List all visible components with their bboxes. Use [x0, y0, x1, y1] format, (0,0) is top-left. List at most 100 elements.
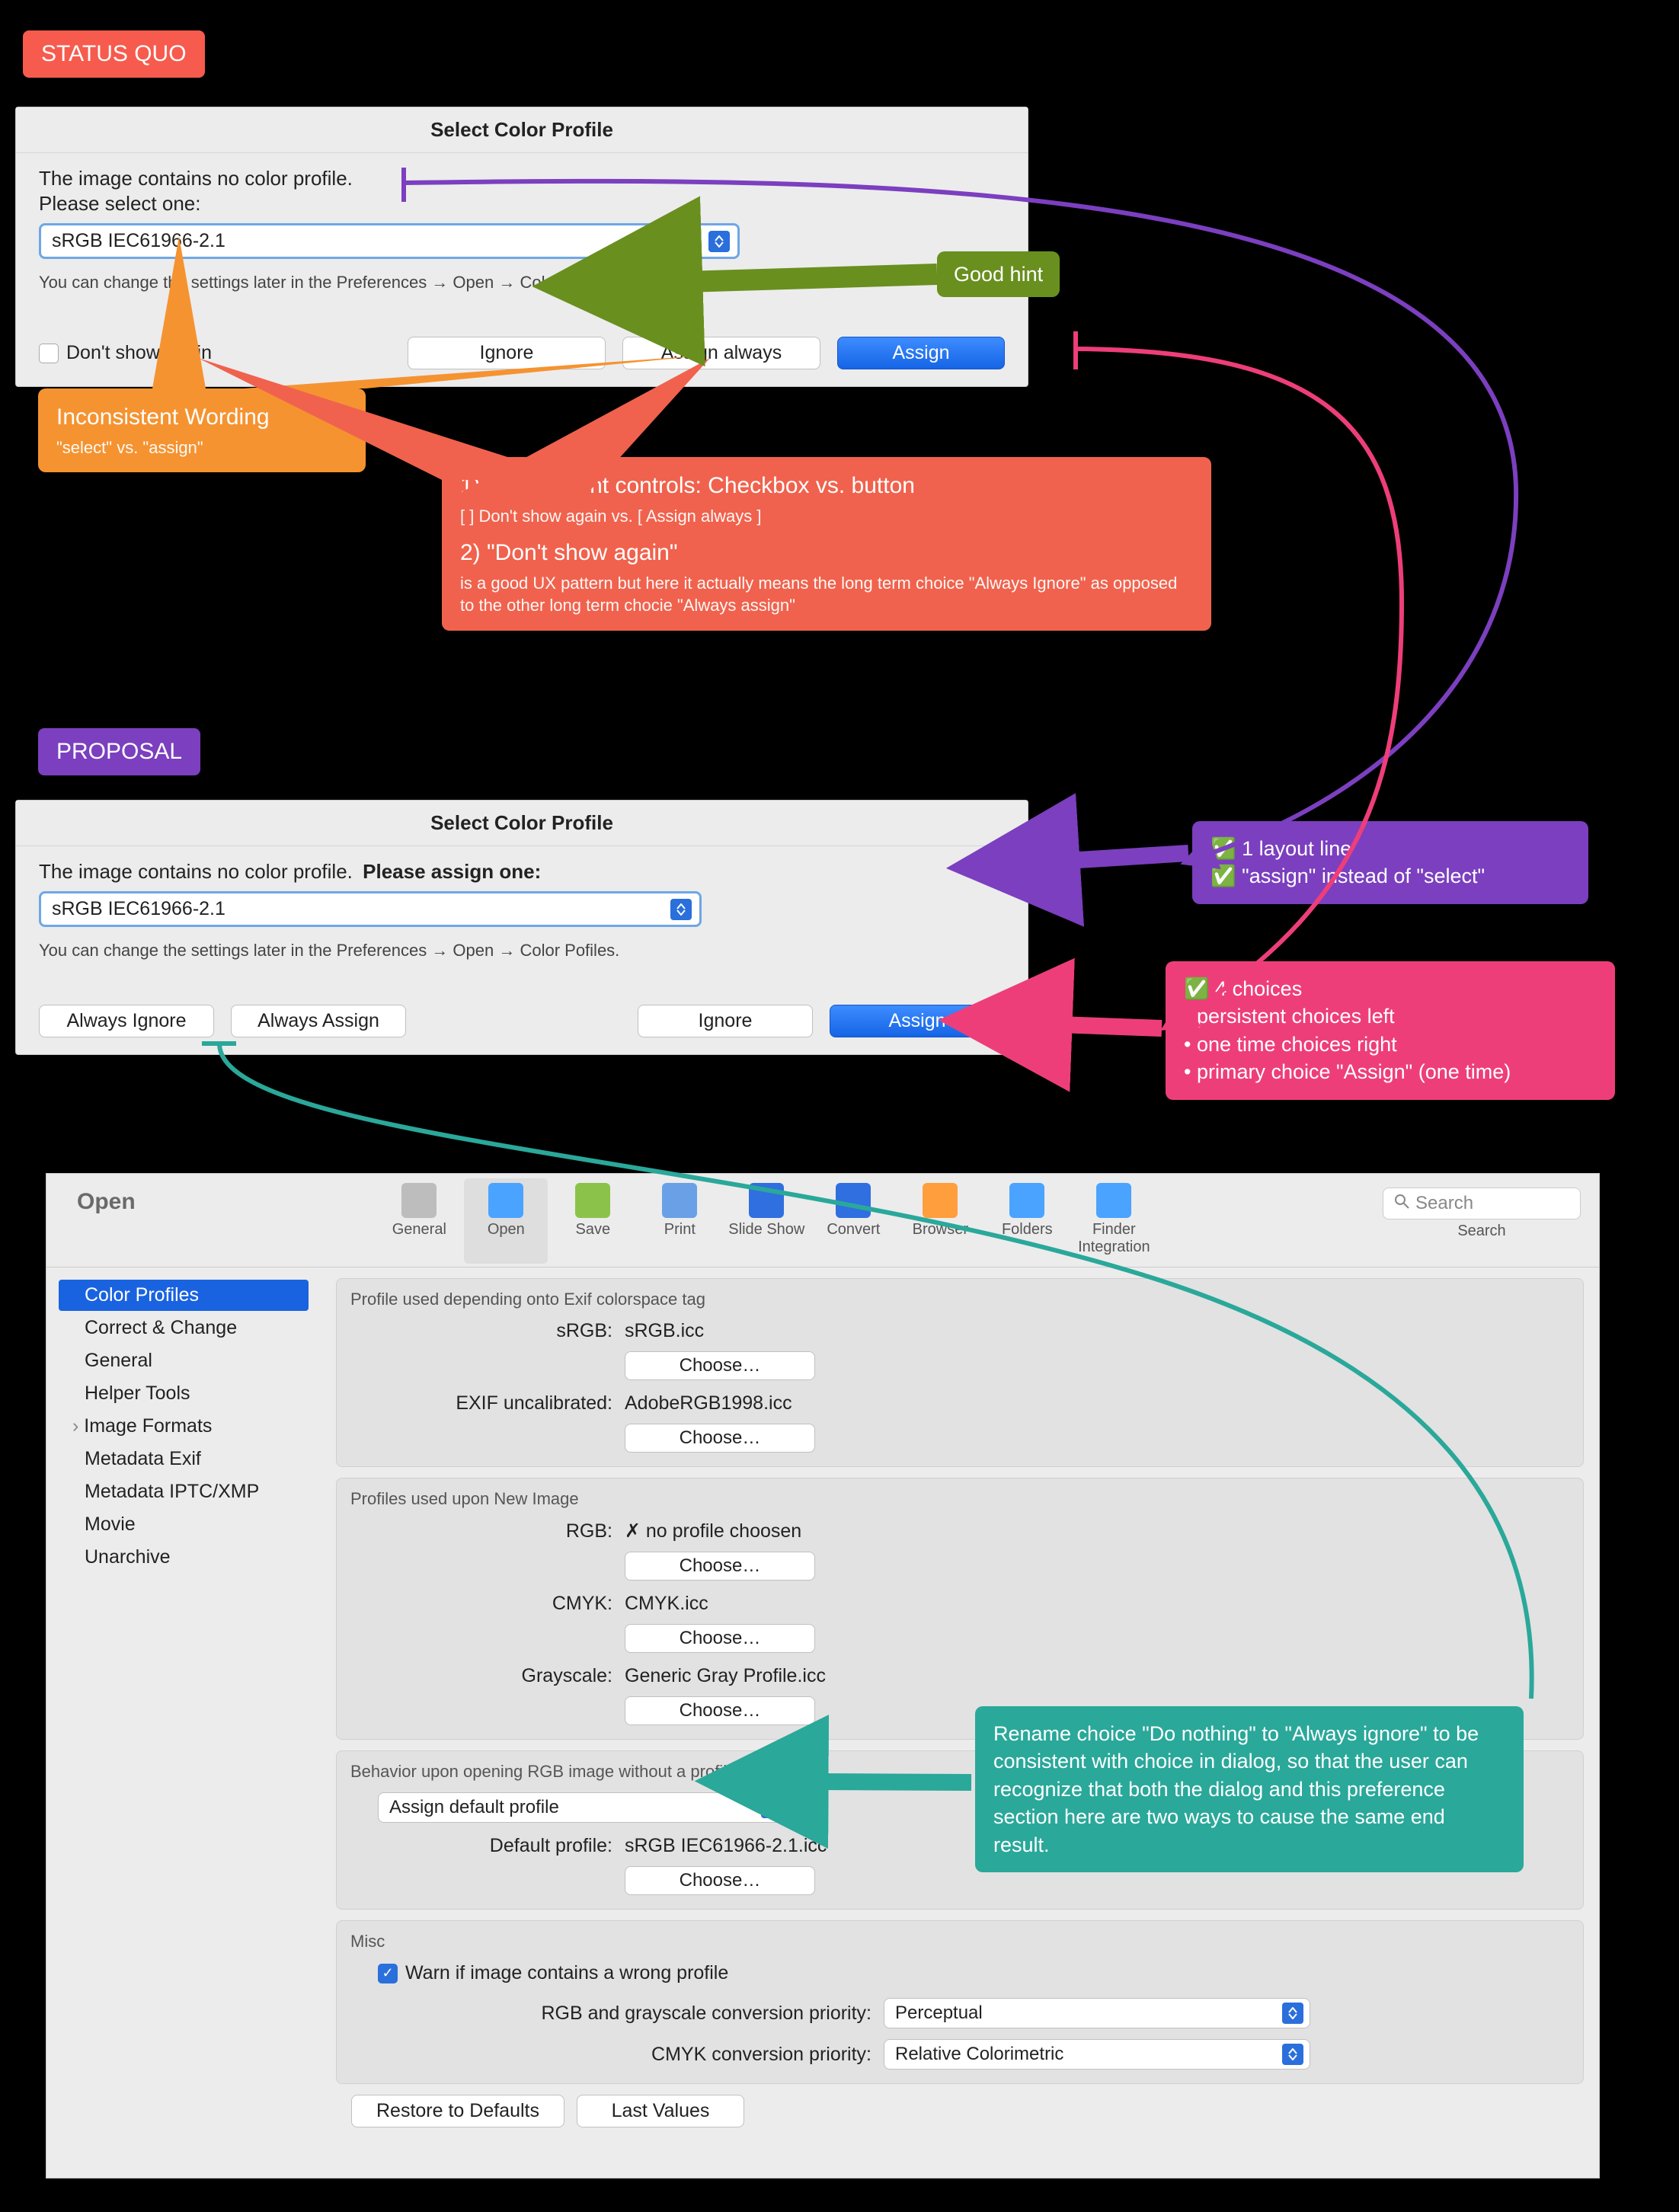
- warn-wrong-profile-checkbox[interactable]: ✓ Warn if image contains a wrong profile: [378, 1962, 728, 1984]
- dialog-text-line2: Please select one:: [39, 192, 1005, 216]
- sidebar-item-image-formats[interactable]: Image Formats: [59, 1411, 309, 1442]
- finder-integration-icon: [1096, 1183, 1131, 1218]
- search-label: Search: [1383, 1223, 1581, 1240]
- dialog-statusquo: Select Color Profile The image contains …: [15, 107, 1028, 387]
- group-title: Profile used depending onto Exif colorsp…: [337, 1279, 1583, 1317]
- cmyk-priority-select[interactable]: Relative Colorimetric: [884, 2039, 1310, 2070]
- toolbar-item-label: Finder Integration: [1073, 1221, 1154, 1256]
- toolbar-item-label: Slide Show: [726, 1221, 807, 1239]
- toolbar-item-convert[interactable]: Convert: [811, 1178, 895, 1264]
- rgb-priority-select[interactable]: Perceptual: [884, 1998, 1310, 2028]
- profile-select[interactable]: sRGB IEC61966-2.1: [39, 891, 702, 927]
- browser-icon: [923, 1183, 958, 1218]
- chevron-updown-icon: [708, 231, 730, 252]
- ignore-button[interactable]: Ignore: [408, 337, 606, 369]
- sidebar-item-metadata-iptc-xmp[interactable]: Metadata IPTC/XMP: [59, 1476, 309, 1507]
- value: AdobeRGB1998.icc: [625, 1392, 792, 1414]
- dialog-text-line1: The image contains no color profile.: [39, 167, 1005, 190]
- last-values-button[interactable]: Last Values: [577, 2095, 744, 2127]
- group-title: Misc: [337, 1921, 1583, 1959]
- choose-button[interactable]: Choose…: [625, 1424, 815, 1453]
- sidebar-item-correct-change[interactable]: Correct & Change: [59, 1312, 309, 1344]
- toolbar-item-finder-integration[interactable]: Finder Integration: [1072, 1178, 1156, 1264]
- prefs-window-title: Open: [46, 1174, 151, 1215]
- checkbox-icon: [39, 344, 59, 363]
- ignore-button[interactable]: Ignore: [638, 1005, 813, 1037]
- chevron-updown-icon: [761, 1797, 782, 1818]
- assign-always-button[interactable]: Assign always: [622, 337, 820, 369]
- choose-button[interactable]: Choose…: [625, 1696, 815, 1725]
- select-value: Perceptual: [895, 2003, 983, 2024]
- search-input[interactable]: Search: [1383, 1188, 1581, 1219]
- callout-inconsistent-controls: 1) Inconsistent controls: Checkbox vs. b…: [442, 457, 1211, 631]
- dialog-title: Select Color Profile: [16, 801, 1028, 846]
- checkbox-icon: ✓: [378, 1964, 398, 1983]
- choose-button[interactable]: Choose…: [625, 1624, 815, 1653]
- profile-select-value: sRGB IEC61966-2.1: [52, 230, 225, 252]
- choose-button[interactable]: Choose…: [625, 1552, 815, 1581]
- assign-button[interactable]: Assign: [837, 337, 1005, 369]
- tag-proposal: PROPOSAL: [38, 728, 200, 775]
- prefs-toolbar: GeneralOpen Save Print Slide Show ConvertBro…: [151, 1174, 1383, 1267]
- group-new-image-profiles: Profiles used upon New Image RGB:✗ no pr…: [336, 1478, 1584, 1740]
- dialog-text-line1: The image contains no color profile.: [39, 860, 353, 883]
- toolbar-item-print[interactable]: Print: [638, 1178, 721, 1264]
- dialog-title: Select Color Profile: [16, 107, 1028, 153]
- toolbar-item-save[interactable]: Save: [551, 1178, 635, 1264]
- assign-button[interactable]: Assign: [830, 1005, 1005, 1037]
- toolbar-item-slide-show[interactable]: Slide Show: [724, 1178, 808, 1264]
- profile-select[interactable]: sRGB IEC61966-2.1: [39, 223, 740, 259]
- tag-statusquo: STATUS QUO: [23, 30, 205, 78]
- search-icon: [1394, 1193, 1409, 1214]
- dialog-proposal: Select Color Profile The image contains …: [15, 800, 1028, 1055]
- sidebar-item-general[interactable]: General: [59, 1345, 309, 1376]
- toolbar-item-label: Print: [639, 1221, 720, 1239]
- save-icon: [575, 1183, 610, 1218]
- toolbar-item-label: Save: [552, 1221, 633, 1239]
- slide-show-icon: [749, 1183, 784, 1218]
- toolbar-item-label: Open: [465, 1221, 546, 1239]
- toolbar-item-open[interactable]: Open: [464, 1178, 548, 1264]
- callout-teal: Rename choice "Do nothing" to "Always ig…: [975, 1706, 1524, 1872]
- label: CMYK conversion priority:: [350, 2044, 884, 2066]
- value: Generic Gray Profile.icc: [625, 1665, 826, 1687]
- chevron-updown-icon: [670, 899, 692, 920]
- sidebar-item-unarchive[interactable]: Unarchive: [59, 1542, 309, 1573]
- label: Grayscale:: [350, 1665, 625, 1687]
- dialog-hint: You can change the settings later in the…: [39, 273, 1005, 292]
- label: RGB:: [350, 1520, 625, 1542]
- choose-button[interactable]: Choose…: [625, 1351, 815, 1380]
- toolbar-item-label: Folders: [987, 1221, 1067, 1239]
- value: sRGB.icc: [625, 1320, 704, 1342]
- sidebar-item-metadata-exif[interactable]: Metadata Exif: [59, 1443, 309, 1475]
- toolbar-item-browser[interactable]: Browser: [898, 1178, 982, 1264]
- choose-button[interactable]: Choose…: [625, 1866, 815, 1895]
- chevron-updown-icon: [1282, 2003, 1303, 2024]
- dont-show-again-checkbox[interactable]: Don't show again: [39, 342, 212, 364]
- label: sRGB:: [350, 1320, 625, 1342]
- group-exif-colorspace: Profile used depending onto Exif colorsp…: [336, 1278, 1584, 1467]
- dialog-hint: You can change the settings later in the…: [39, 941, 1005, 961]
- callout-good-hint: Good hint: [937, 251, 1060, 297]
- print-icon: [662, 1183, 697, 1218]
- always-assign-button[interactable]: Always Assign: [231, 1005, 406, 1037]
- sidebar-item-movie[interactable]: Movie: [59, 1509, 309, 1540]
- toolbar-item-general[interactable]: General: [377, 1178, 461, 1264]
- value: sRGB IEC61966-2.1.icc: [625, 1835, 827, 1857]
- sidebar-item-helper-tools[interactable]: Helper Tools: [59, 1378, 309, 1409]
- search-placeholder: Search: [1415, 1193, 1473, 1214]
- sidebar-item-color-profiles[interactable]: Color Profiles: [59, 1280, 309, 1311]
- behavior-select[interactable]: Assign default profile: [378, 1792, 789, 1823]
- dialog-text-line1b: Please assign one:: [363, 860, 541, 883]
- folders-icon: [1009, 1183, 1044, 1218]
- callout-inconsistent-wording: Inconsistent Wording "select" vs. "assig…: [38, 388, 366, 472]
- restore-defaults-button[interactable]: Restore to Defaults: [351, 2095, 564, 2127]
- toolbar-item-folders[interactable]: Folders: [985, 1178, 1069, 1264]
- open-icon: [488, 1183, 523, 1218]
- label: EXIF uncalibrated:: [350, 1392, 625, 1414]
- toolbar-item-label: Convert: [813, 1221, 894, 1239]
- always-ignore-button[interactable]: Always Ignore: [39, 1005, 214, 1037]
- general-icon: [401, 1183, 437, 1218]
- group-misc: Misc ✓ Warn if image contains a wrong pr…: [336, 1920, 1584, 2084]
- value: ✗ no profile choosen: [625, 1520, 801, 1542]
